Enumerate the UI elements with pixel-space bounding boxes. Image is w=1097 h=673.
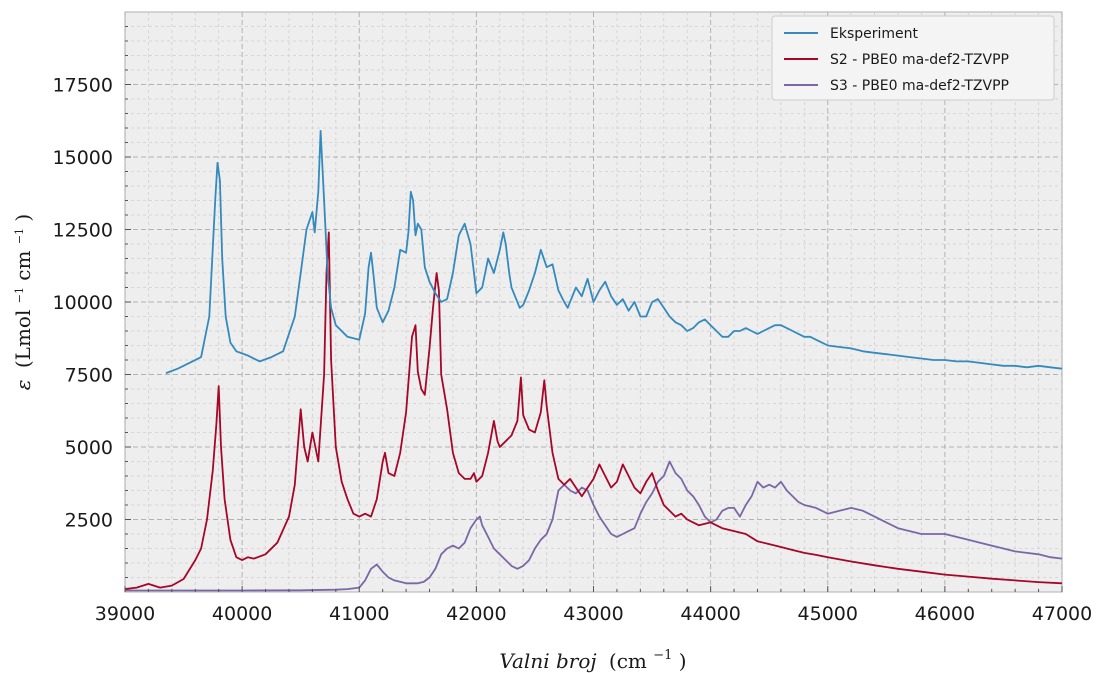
x-tick-label: 43000 (563, 603, 623, 625)
y-axis-label-unit-exp2: −1 (13, 228, 26, 244)
y-tick-label: 7500 (65, 365, 113, 387)
axis-ticks: 39000 40000 41000 42000 43000 44000 45000 46000… (53, 26, 1092, 625)
legend-label-s3: S3 - PBE0 ma-def2-TZVPP (830, 78, 1009, 94)
y-tick-label: 5000 (65, 437, 113, 459)
series-line-s3 (125, 460, 1063, 592)
y-axis-label: ε (Lmol −1 cm −1 ) (4, 214, 35, 390)
x-axis-label-italic: Valni broj (499, 649, 596, 673)
y-axis-label-symbol: ε (11, 379, 35, 390)
x-tick-label: 39000 (95, 603, 155, 625)
x-axis-label-unit: (cm (609, 649, 647, 673)
x-tick-label: 40000 (212, 603, 272, 625)
y-axis-label-unit-exp1: −1 (13, 287, 26, 303)
series-lines (124, 130, 1063, 592)
legend-label-s2: S2 - PBE0 ma-def2-TZVPP (830, 52, 1009, 68)
x-axis-label-unit-close: ) (679, 649, 687, 673)
x-tick-label: 47000 (1032, 603, 1092, 625)
y-tick-label: 12500 (53, 220, 113, 242)
legend: Eksperiment S2 - PBE0 ma-def2-TZVPP S3 -… (771, 15, 1055, 101)
x-tick-label: 46000 (915, 603, 975, 625)
legend-box (771, 15, 1055, 101)
x-tick-label: 42000 (446, 603, 506, 625)
series-line-experiment (165, 130, 1063, 374)
x-tick-label: 45000 (798, 603, 858, 625)
y-tick-label: 10000 (53, 292, 113, 314)
y-axis-label-unit-close: ) (11, 214, 35, 222)
legend-label-experiment: Eksperiment (830, 26, 919, 42)
x-axis-label-unit-exp: −1 (653, 648, 672, 663)
series-line-s2 (124, 231, 1063, 590)
x-axis-label: Valni broj (cm −1 ) (499, 640, 686, 673)
y-axis-label-unit: (Lmol (11, 310, 35, 369)
x-tick-label: 41000 (329, 603, 389, 625)
y-tick-label: 15000 (53, 147, 113, 169)
y-axis-label-unit-mid: cm (11, 250, 35, 280)
y-tick-label: 17500 (53, 75, 113, 97)
x-tick-label: 44000 (680, 603, 740, 625)
y-tick-label: 2500 (65, 510, 113, 532)
